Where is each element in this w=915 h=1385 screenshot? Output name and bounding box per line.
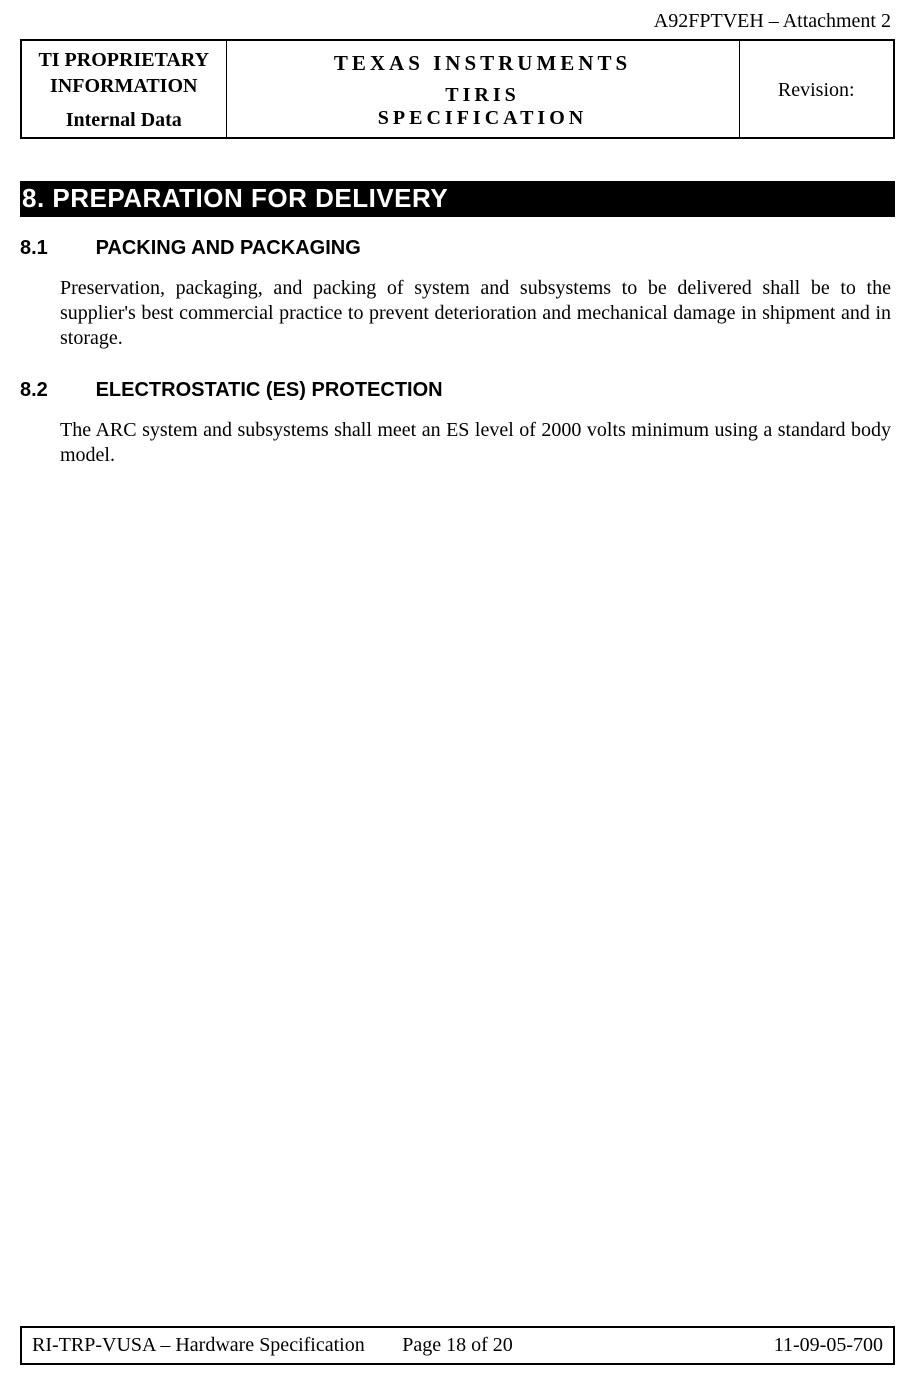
- header-center-cell: TEXAS INSTRUMENTS TIRIS SPECIFICATION: [226, 40, 739, 138]
- subsection-body: Preservation, packaging, and packing of …: [60, 276, 891, 351]
- header-center-line2: TIRIS: [233, 84, 733, 107]
- header-center-line3: SPECIFICATION: [233, 107, 733, 130]
- header-left-line2: INFORMATION: [28, 73, 220, 99]
- subsection-number: 8.1: [20, 237, 90, 260]
- subsection-heading: 8.1 PACKING AND PACKAGING: [20, 237, 895, 260]
- subsection-title: PACKING AND PACKAGING: [96, 237, 361, 259]
- header-right-cell: Revision:: [739, 40, 894, 138]
- header-table: TI PROPRIETARY INFORMATION Internal Data…: [20, 39, 895, 139]
- section-title-bar: 8. PREPARATION FOR DELIVERY: [20, 181, 895, 217]
- header-center-line1: TEXAS INSTRUMENTS: [233, 51, 733, 76]
- revision-label: Revision:: [778, 79, 855, 101]
- header-left-line1: TI PROPRIETARY: [28, 47, 220, 73]
- subsection-body: The ARC system and subsystems shall meet…: [60, 418, 891, 468]
- subsection-title: ELECTROSTATIC (ES) PROTECTION: [96, 379, 443, 401]
- footer-left: RI-TRP-VUSA – Hardware Specification: [32, 1334, 365, 1357]
- header-left-line3: Internal Data: [28, 107, 220, 133]
- footer: RI-TRP-VUSA – Hardware Specification Pag…: [20, 1326, 895, 1365]
- footer-right: 11-09-05-700: [774, 1334, 883, 1357]
- subsection-number: 8.2: [20, 379, 90, 402]
- subsection-heading: 8.2 ELECTROSTATIC (ES) PROTECTION: [20, 379, 895, 402]
- top-reference: A92FPTVEH – Attachment 2: [20, 10, 895, 33]
- document-page: A92FPTVEH – Attachment 2 TI PROPRIETARY …: [0, 0, 915, 1385]
- header-left-cell: TI PROPRIETARY INFORMATION Internal Data: [21, 40, 226, 138]
